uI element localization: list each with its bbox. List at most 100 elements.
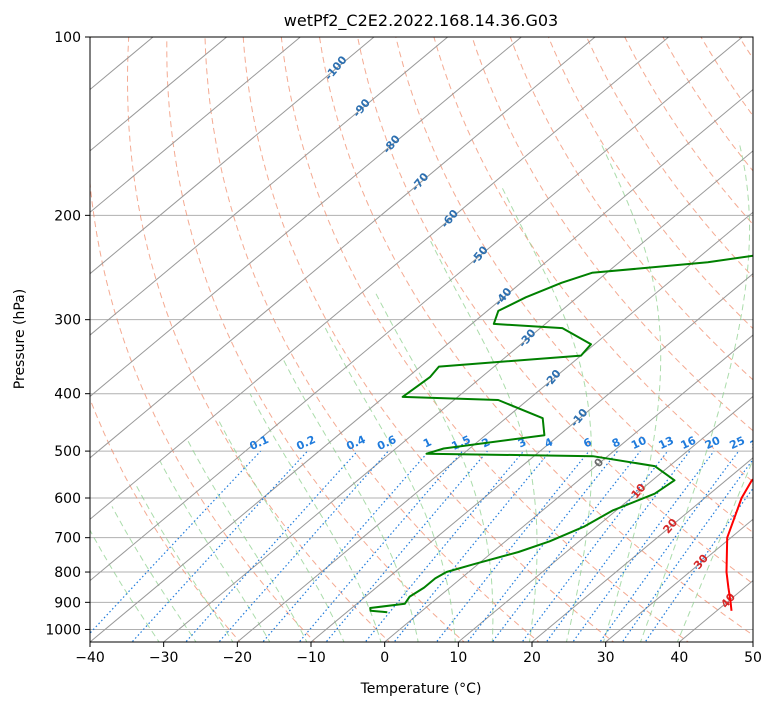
isotherm-line xyxy=(90,37,301,213)
dry-adiabat-line xyxy=(586,37,753,278)
x-tick-label: 10 xyxy=(449,650,467,666)
dry-adiabat-line xyxy=(395,37,753,534)
y-tick-label: 600 xyxy=(54,491,81,507)
isotherm-line xyxy=(678,579,753,642)
axes: −40 −30 −20 −10 0 10 20 30 40 50 1000 900 800 700 600 5… xyxy=(45,30,762,666)
x-tick-label: 40 xyxy=(670,650,688,666)
y-tick-label: 100 xyxy=(54,30,81,46)
isotherm-line xyxy=(604,518,753,642)
y-tick-label: 200 xyxy=(54,208,81,224)
mixing-ratio-label: 0.6 xyxy=(375,433,398,453)
moist-adiabat-line xyxy=(90,529,160,642)
moist-adiabat-line xyxy=(324,327,456,642)
mixing-ratio-label: 36 xyxy=(769,434,775,452)
mixing-ratio-line xyxy=(644,487,753,642)
isotherm-label: -70 xyxy=(409,170,432,194)
dry-adiabat-line xyxy=(738,37,753,60)
chart-title: wetPf2_C2E2.2022.168.14.36.G03 xyxy=(284,11,558,31)
y-tick-label: 1000 xyxy=(45,622,81,638)
dry-adiabat-line xyxy=(204,37,540,642)
mixing-ratio-line xyxy=(393,450,551,642)
x-tick-label: −10 xyxy=(296,650,326,666)
y-tick-label: 300 xyxy=(54,313,81,329)
mixing-ratio-line xyxy=(545,450,691,642)
mixing-ratio-line xyxy=(218,450,389,642)
isotherm-label: -10 xyxy=(568,406,591,430)
dewpoint-trace xyxy=(369,254,753,614)
moist-adiabat-line xyxy=(135,484,234,642)
isotherm-line xyxy=(310,273,753,642)
moist-adiabat-line xyxy=(159,460,271,642)
x-tick-label: 0 xyxy=(380,650,389,666)
y-tick-label: 400 xyxy=(54,387,81,403)
moist-adiabat-line xyxy=(429,239,538,642)
dry-adiabat-line xyxy=(319,37,753,636)
mixing-ratio-line xyxy=(131,450,308,642)
isotherm-line xyxy=(236,211,753,642)
mixing-ratio-line xyxy=(521,450,669,642)
mixing-ratio-line xyxy=(435,450,590,642)
plot-area: 0.1 0.2 0.4 0.6 1 1.5 2 3 4 6 8 10 13 16 20 25 30 36-100-… xyxy=(90,37,775,642)
dry-adiabat-line xyxy=(242,37,615,642)
mixing-ratio-label: 8 xyxy=(610,435,622,450)
moist-adiabat-line xyxy=(676,458,753,642)
mixing-ratio-label: 16 xyxy=(679,434,699,452)
moist-adiabat-line xyxy=(282,359,419,642)
isotherm-label: -50 xyxy=(468,243,491,267)
y-tick-label: 700 xyxy=(54,531,81,547)
isotherm-line xyxy=(90,37,669,520)
sounding-traces xyxy=(369,254,753,614)
isotherm-line xyxy=(457,395,753,642)
isotherm-line xyxy=(752,641,753,642)
isotherm-label: -90 xyxy=(350,96,373,120)
mixing-ratio-line xyxy=(466,450,619,642)
moist-adiabat-line xyxy=(599,141,662,642)
dry-adiabat-line xyxy=(662,37,753,172)
dry-adiabat-line xyxy=(471,37,753,432)
moist-adiabat-line xyxy=(249,393,382,642)
x-axis-label: Temperature (°C) xyxy=(360,681,482,697)
mixing-ratio-line xyxy=(491,450,641,642)
mixing-ratio-label: 13 xyxy=(657,434,676,452)
x-tick-label: 20 xyxy=(523,650,541,666)
x-tick-label: −40 xyxy=(75,650,105,666)
moist-adiabat-line xyxy=(639,141,751,642)
dry-adiabat-line xyxy=(90,397,241,642)
x-tick-label: 30 xyxy=(597,650,615,666)
mixing-ratio-line xyxy=(261,450,430,642)
x-tick-label: −20 xyxy=(223,650,253,666)
isotherm-line xyxy=(383,334,753,642)
dry-adiabat-line xyxy=(126,37,391,642)
y-tick-label: 900 xyxy=(54,595,81,611)
isotherm-label: -100 xyxy=(322,53,350,83)
y-tick-label: 800 xyxy=(54,565,81,581)
isotherm-label: -80 xyxy=(380,132,403,156)
mixing-ratio-line xyxy=(621,458,753,642)
mixing-ratio-label: 30 xyxy=(748,434,768,452)
isotherm-line xyxy=(90,37,227,152)
mixing-ratio-line xyxy=(298,450,464,642)
mixing-ratio-label: 20 xyxy=(703,434,723,452)
isotherm-line xyxy=(90,37,596,459)
dry-adiabat-line xyxy=(357,37,753,585)
y-axis-label: Pressure (hPa) xyxy=(12,289,28,389)
mixing-ratio-label: 1 xyxy=(421,435,433,450)
mixing-ratio-label: 1.5 xyxy=(450,433,473,453)
mixing-ratio-line xyxy=(184,450,358,642)
mixing-ratio-line xyxy=(599,450,740,642)
isotherm-line xyxy=(162,150,753,642)
moist-adiabat-line xyxy=(374,292,494,642)
mixing-ratio-label: 10 xyxy=(629,434,649,452)
temperature-trace xyxy=(725,478,753,611)
mixing-ratio-line xyxy=(325,450,488,642)
isotherm-line xyxy=(90,37,375,275)
background-lines xyxy=(90,37,753,642)
mixing-ratio-line xyxy=(90,450,262,635)
mixing-ratio-lines xyxy=(90,450,753,642)
isotherm-line xyxy=(90,88,753,642)
isotherm-label: -20 xyxy=(541,367,564,391)
isotherm-line xyxy=(90,37,743,582)
isotherm-line xyxy=(90,37,448,336)
mixing-ratio-label: 4 xyxy=(543,435,556,450)
